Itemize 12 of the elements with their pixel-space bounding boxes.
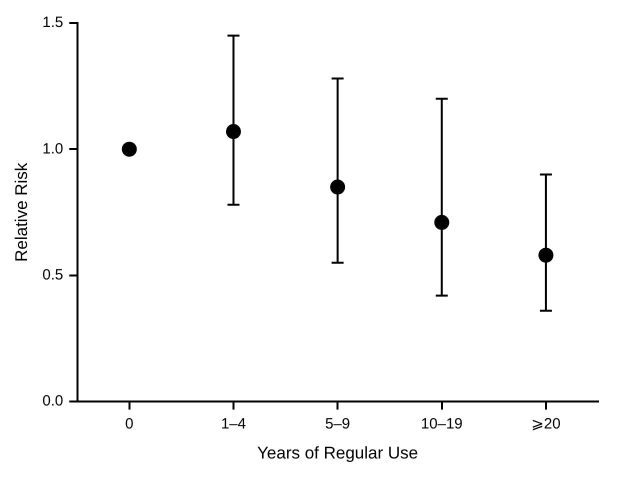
y-tick-label: 0.5 <box>42 266 64 284</box>
x-tick-label: ⩾20 <box>531 416 561 433</box>
x-tick-label: 5–9 <box>325 416 350 433</box>
x-tick-label: 1–4 <box>220 416 246 433</box>
x-axis-title: Years of Regular Use <box>257 443 418 462</box>
y-tick-label: 1.0 <box>42 140 64 158</box>
x-tick-label: 10–19 <box>420 416 463 433</box>
y-tick-label: 1.5 <box>42 14 64 32</box>
x-tick-label: 0 <box>125 416 134 433</box>
y-tick-label: 0.0 <box>42 392 64 410</box>
point <box>122 142 137 157</box>
y-axis-title: Relative Risk <box>12 162 31 262</box>
